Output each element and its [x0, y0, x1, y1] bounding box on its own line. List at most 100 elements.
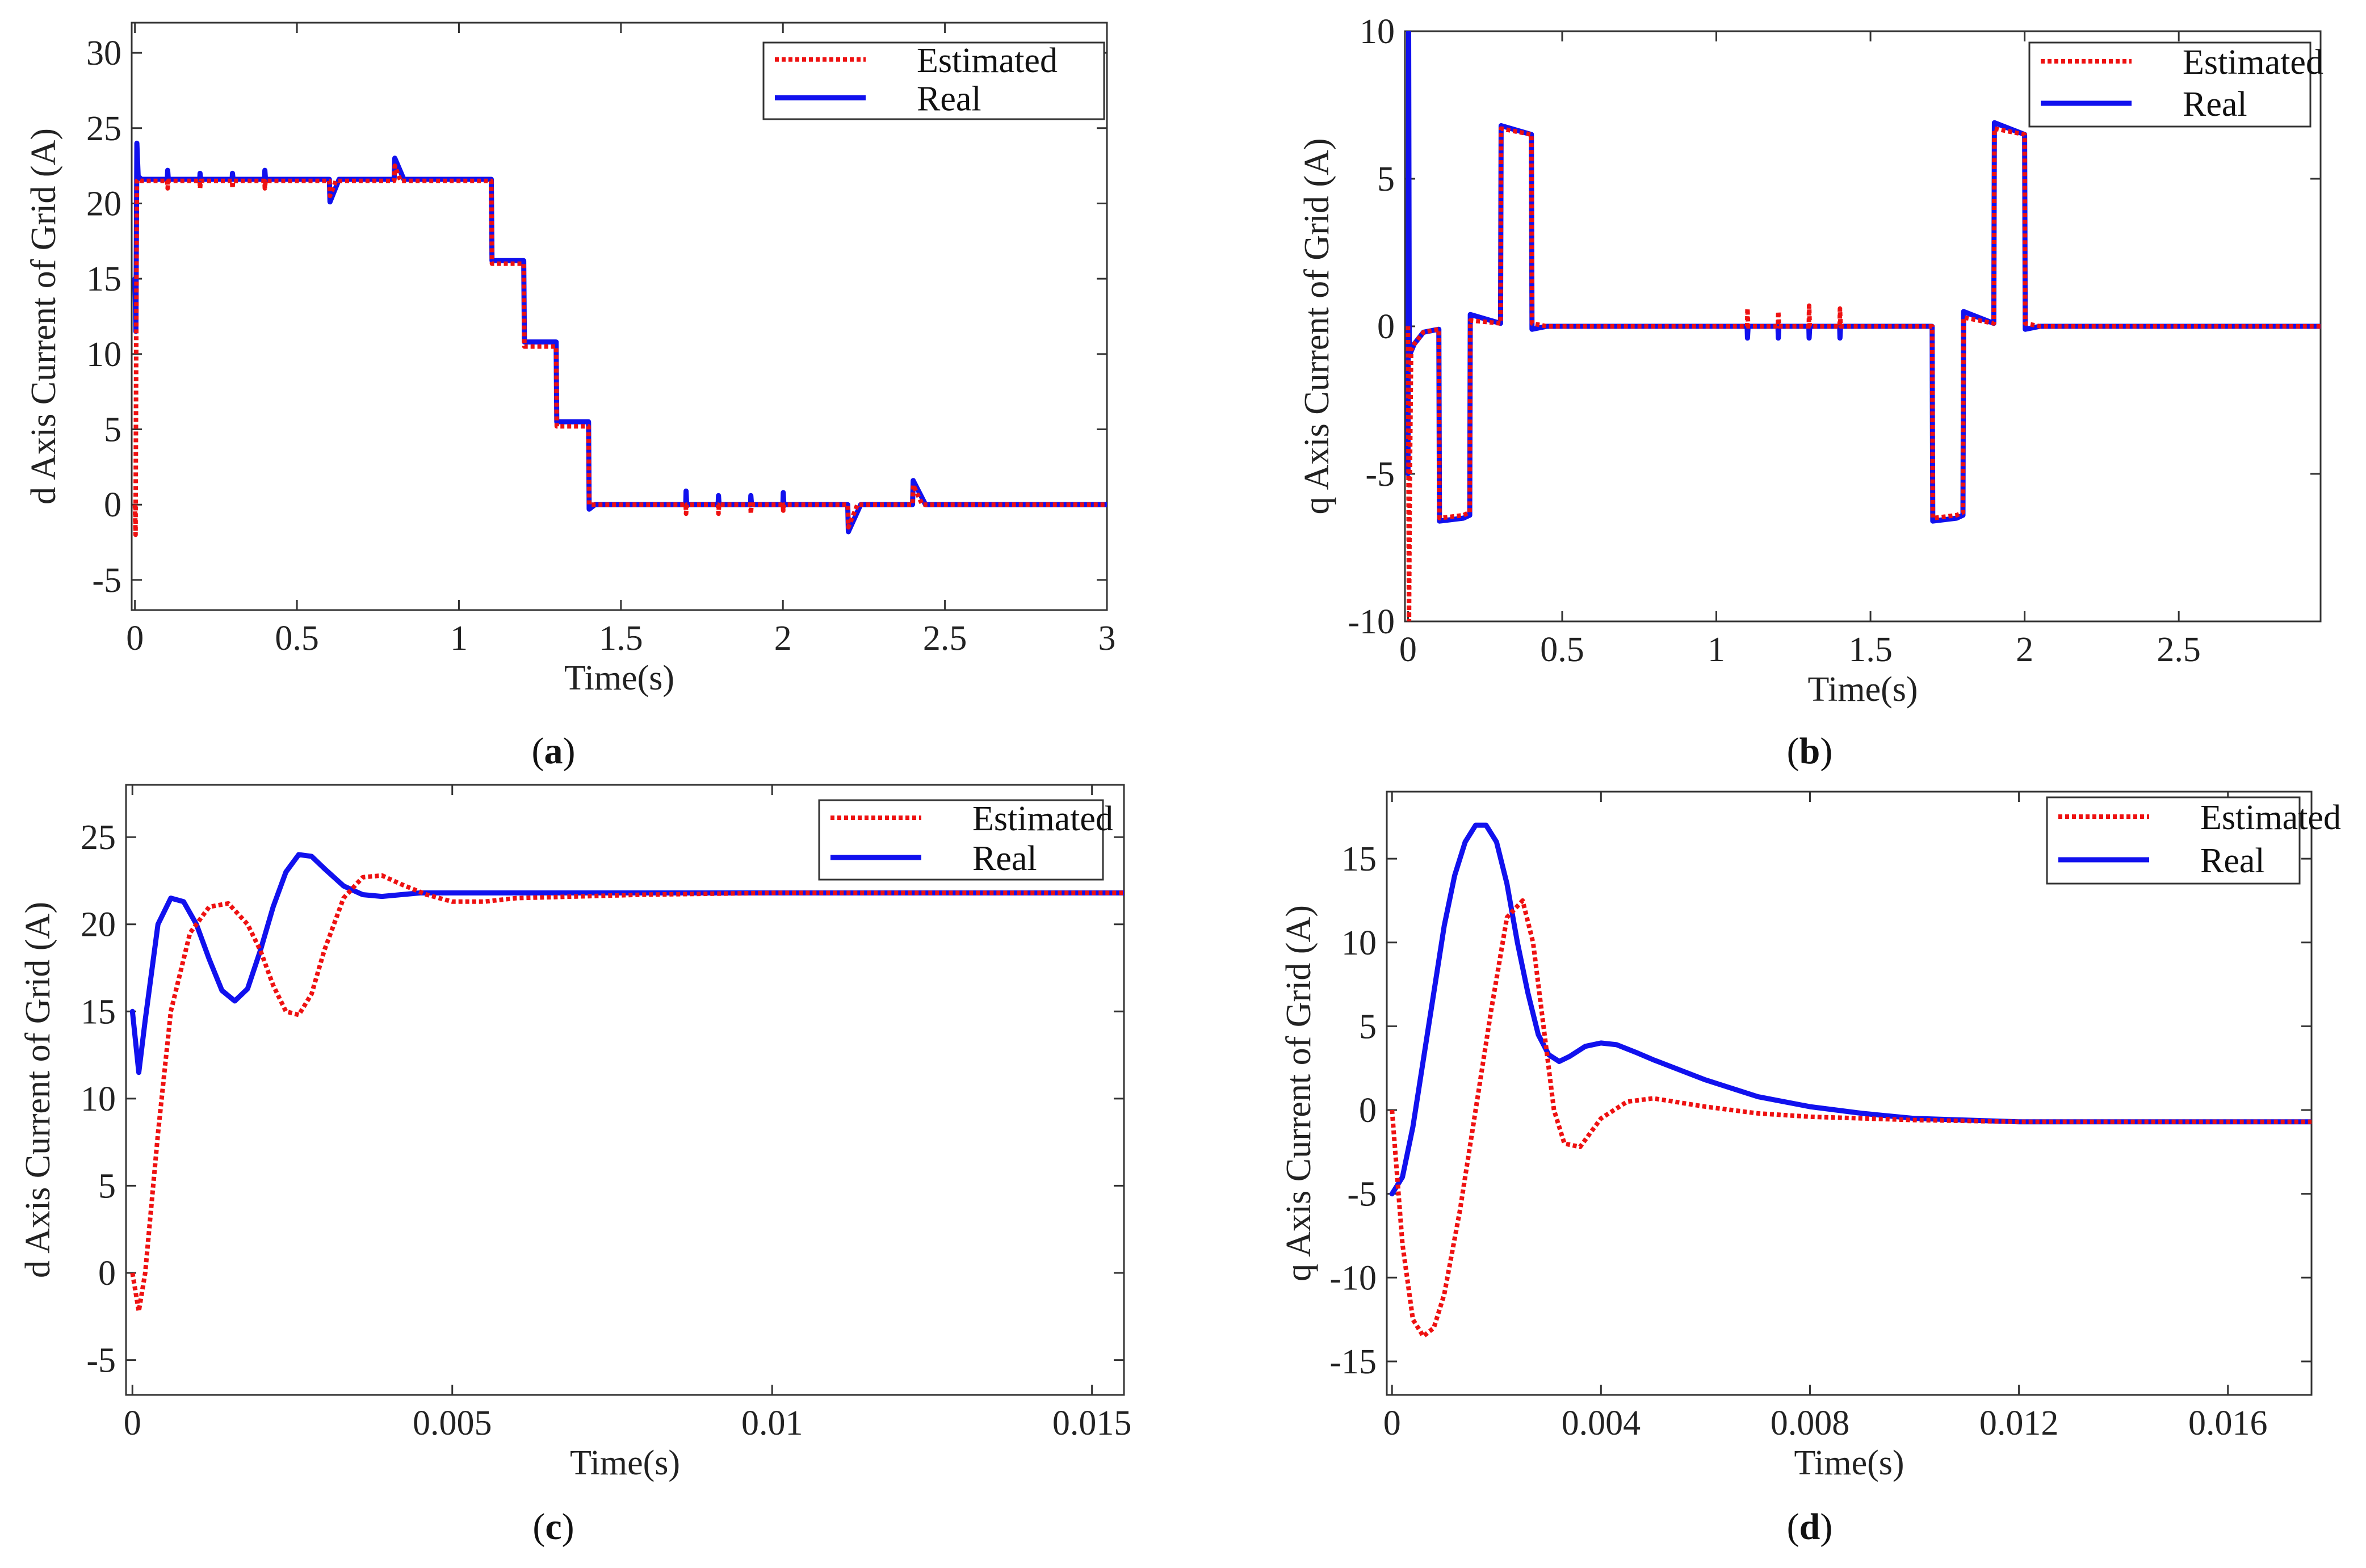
caption-open: ( [532, 1506, 545, 1548]
series-estimated-line [1390, 898, 2312, 1339]
caption-letter: d [1799, 1506, 1820, 1548]
legend-estimated-label: Estimated [917, 41, 1058, 80]
x-tick-label: 0.015 [1052, 1404, 1132, 1443]
x-tick-label: 1.5 [599, 619, 643, 658]
x-tick-label: 0.5 [275, 619, 319, 658]
x-tick-label: 2.5 [2157, 630, 2201, 669]
caption-letter: a [544, 730, 563, 772]
x-tick-label: 1.5 [1848, 630, 1893, 669]
y-tick-label: -15 [1329, 1343, 1377, 1381]
x-tick-label: 2.5 [923, 619, 967, 658]
plot-area [131, 22, 1108, 611]
legend-real-label: Real [2183, 85, 2247, 124]
legend-box [818, 799, 1104, 881]
caption-open: ( [532, 730, 544, 772]
x-tick-label: 0.5 [1540, 630, 1584, 669]
y-tick-label: -5 [92, 561, 121, 600]
y-tick-label: 0 [98, 1254, 116, 1293]
y-tick-label: 5 [98, 1167, 116, 1205]
y-tick-label: 20 [81, 906, 116, 944]
panel-caption: (b) [1787, 730, 1833, 772]
plot-area [1386, 791, 2313, 1396]
panel-d: 0 0.004 0.008 0.012 0.016 -15 -10 -5 0 5 10 15 Time(… [1280, 791, 2341, 1548]
x-tick-label: 0.016 [2188, 1404, 2268, 1443]
x-tick-label: 0.005 [413, 1404, 492, 1443]
y-tick-label: 0 [104, 486, 121, 524]
y-tick-label: 10 [1341, 924, 1377, 962]
y-tick-label: 10 [1360, 12, 1395, 51]
series-estimated-line [130, 873, 1124, 1314]
plot-area [125, 784, 1125, 1396]
x-axis-label: Time(s) [570, 1444, 680, 1482]
y-tick-label: 15 [81, 993, 116, 1031]
caption-open: ( [1787, 1506, 1799, 1548]
y-tick-label: 15 [1341, 840, 1377, 878]
x-tick-label: 2 [2016, 630, 2033, 669]
caption-close: ) [563, 730, 576, 772]
legend-real-label: Real [917, 79, 981, 118]
plot-lines [129, 852, 1124, 1314]
y-tick-label: 30 [86, 34, 121, 73]
y-tick-label: -5 [86, 1342, 116, 1380]
legend-estimated-label: Estimated [2200, 798, 2341, 837]
y-axis-label: d Axis Current of Grid (A) [19, 902, 57, 1278]
x-tick-label: 1 [450, 619, 468, 658]
y-axis-label: q Axis Current of Grid (A) [1280, 905, 1318, 1281]
y-axis-label: d Axis Current of Grid (A) [24, 128, 63, 505]
x-tick-label: 0 [1383, 1404, 1401, 1443]
y-tick-label: 5 [1377, 160, 1395, 199]
legend-estimated-label: Estimated [2183, 43, 2323, 82]
x-tick-label: 0 [126, 619, 144, 658]
series-estimated-line [1406, 126, 2321, 621]
series-real-line [129, 852, 1124, 1075]
legend-real-label: Real [972, 839, 1037, 878]
series-real-line [132, 140, 1107, 535]
panel-caption: (c) [532, 1506, 574, 1548]
series-estimated-line [132, 163, 1107, 537]
x-tick-label: 2 [774, 619, 792, 658]
y-tick-label: 25 [86, 110, 121, 148]
x-axis-label: Time(s) [1794, 1444, 1904, 1482]
y-tick-label: 10 [81, 1080, 116, 1119]
y-tick-label: 0 [1359, 1091, 1377, 1130]
plot-lines [1405, 31, 2321, 621]
plot-lines [132, 140, 1107, 537]
y-tick-label: 10 [86, 335, 121, 374]
y-axis-label: q Axis Current of Grid (A) [1298, 138, 1336, 515]
legend-estimated-label: Estimated [972, 800, 1113, 838]
y-tick-label: 15 [86, 260, 121, 299]
y-tick-label: 25 [81, 818, 116, 857]
x-tick-label: 0.004 [1562, 1404, 1641, 1443]
x-tick-label: 0 [1399, 630, 1417, 669]
y-tick-label: 20 [86, 184, 121, 223]
caption-close: ) [562, 1506, 574, 1548]
legend-box [2046, 796, 2301, 885]
panel-caption: (a) [532, 730, 576, 772]
caption-letter: b [1799, 730, 1820, 772]
y-tick-label: -5 [1347, 1175, 1377, 1214]
x-tick-label: 0.008 [1771, 1404, 1850, 1443]
y-tick-label: -5 [1365, 455, 1395, 494]
y-tick-label: 0 [1377, 308, 1395, 346]
x-tick-label: 0.01 [741, 1404, 803, 1443]
legend-box [762, 41, 1105, 120]
caption-letter: c [545, 1506, 561, 1548]
y-tick-label: -10 [1348, 603, 1395, 641]
panel-b: 0 0.5 1 1.5 2 2.5 -10 -5 0 5 10 Time(s) q Axis Curre… [1298, 12, 2323, 772]
x-tick-label: 1 [1708, 630, 1725, 669]
x-tick-label: 3 [1098, 619, 1116, 658]
panel-caption: (d) [1787, 1506, 1833, 1548]
caption-close: ) [1820, 1506, 1832, 1548]
plot-lines [1389, 822, 2312, 1339]
x-tick-label: 0.012 [1979, 1404, 2059, 1443]
legend-box [2028, 41, 2312, 128]
caption-close: ) [1820, 730, 1832, 772]
x-axis-label: Time(s) [1807, 670, 1918, 709]
y-tick-label: 5 [104, 411, 121, 449]
x-axis-label: Time(s) [564, 659, 674, 697]
y-tick-label: -10 [1329, 1259, 1377, 1297]
legend-real-label: Real [2200, 842, 2265, 880]
